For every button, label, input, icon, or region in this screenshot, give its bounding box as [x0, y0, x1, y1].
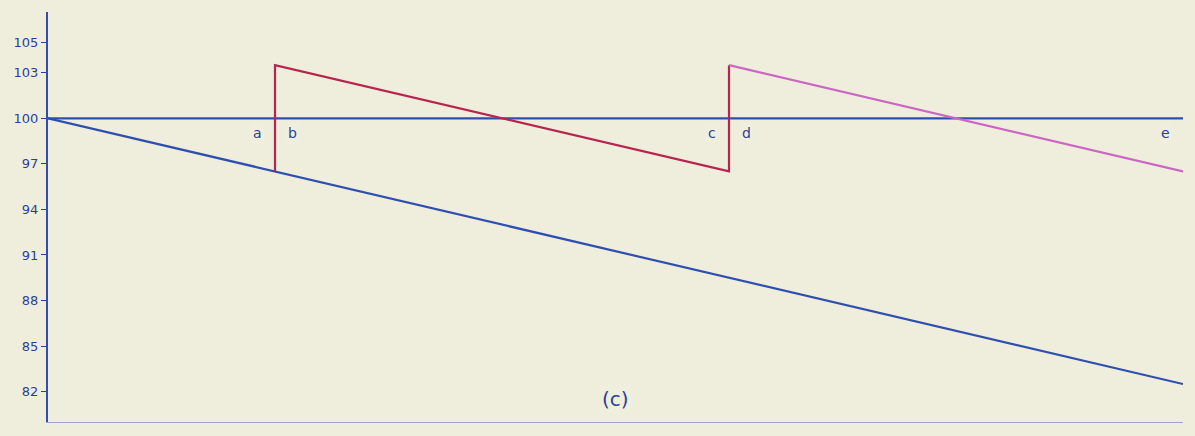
svg-text:97: 97	[22, 156, 39, 171]
svg-text:88: 88	[22, 293, 39, 308]
svg-text:94: 94	[22, 202, 39, 217]
svg-text:82: 82	[22, 384, 39, 399]
svg-text:91: 91	[22, 248, 39, 263]
svg-text:85: 85	[22, 339, 39, 354]
svg-text:b: b	[288, 125, 297, 141]
svg-text:(c): (c)	[602, 387, 629, 411]
svg-text:a: a	[253, 125, 262, 141]
svg-text:e: e	[1161, 125, 1170, 141]
svg-text:100: 100	[14, 111, 39, 126]
svg-text:d: d	[742, 125, 751, 141]
svg-text:105: 105	[14, 35, 39, 50]
svg-text:103: 103	[14, 65, 39, 80]
svg-text:c: c	[708, 125, 716, 141]
